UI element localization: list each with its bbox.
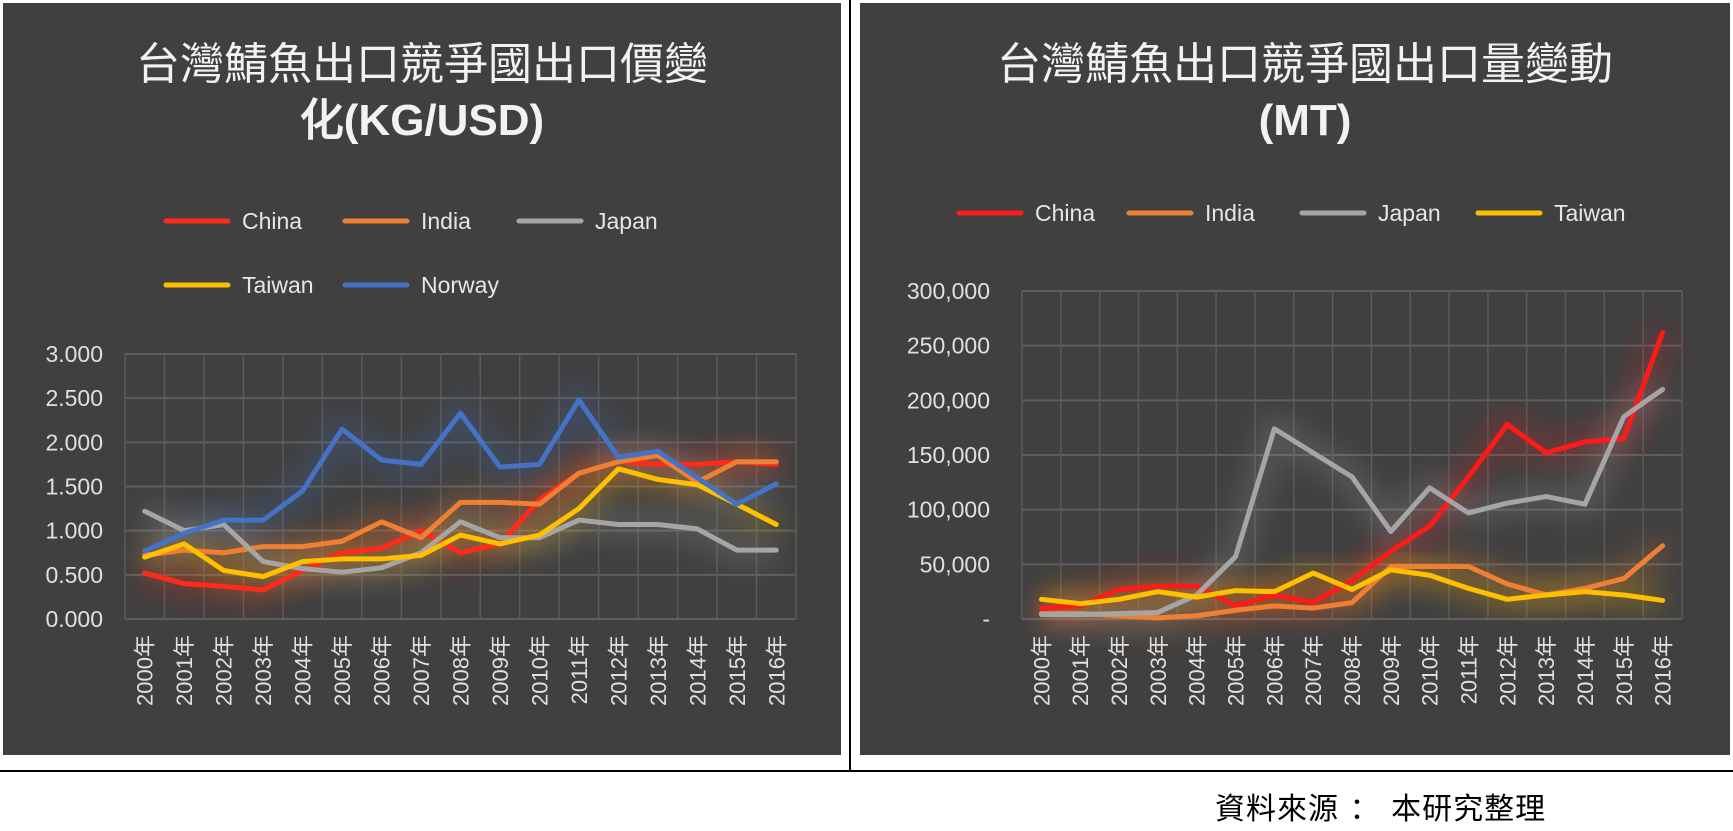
y-tick-label: 150,000 xyxy=(907,442,990,468)
y-tick-label: 2.500 xyxy=(45,385,103,411)
chart-title-line: 化(KG/USD) xyxy=(300,96,544,145)
divider-horizontal xyxy=(0,770,1733,772)
legend-label-china: China xyxy=(1035,200,1095,226)
y-tick-label: 250,000 xyxy=(907,333,990,359)
x-tick-label: 2004年 xyxy=(291,635,316,706)
x-tick-label: 2008年 xyxy=(449,635,474,706)
y-tick-label: 1.500 xyxy=(45,474,103,500)
y-tick-label: 3.000 xyxy=(45,341,103,367)
y-tick-label: 300,000 xyxy=(907,278,990,304)
x-tick-label: 2002年 xyxy=(1107,635,1132,706)
x-tick-label: 2006年 xyxy=(1262,635,1287,706)
x-tick-label: 2007年 xyxy=(409,635,434,706)
price-chart-panel: 台灣鯖魚出口競爭國出口價變 化(KG/USD) China India Japan Tai… xyxy=(3,3,841,755)
x-tick-label: 2005年 xyxy=(330,635,355,706)
y-tick-label: 100,000 xyxy=(907,497,990,523)
divider-vertical xyxy=(849,0,851,771)
x-tick-label: 2001年 xyxy=(1068,635,1093,706)
x-tick-label: 2008年 xyxy=(1340,635,1365,706)
x-tick-label: 2003年 xyxy=(1146,635,1171,706)
y-tick-label: 200,000 xyxy=(907,387,990,413)
legend-label-india: India xyxy=(421,208,471,234)
x-tick-label: 2016年 xyxy=(764,635,789,706)
legend-label-norway: Norway xyxy=(421,272,499,298)
chart-title-line: 台灣鯖魚出口競爭國出口價變 xyxy=(136,40,708,89)
x-tick-label: 2006年 xyxy=(370,635,395,706)
x-tick-label: 2014年 xyxy=(1573,635,1598,706)
x-tick-label: 2012年 xyxy=(1495,635,1520,706)
legend-label-india: India xyxy=(1205,200,1255,226)
x-tick-label: 2015年 xyxy=(1612,635,1637,706)
x-tick-label: 2012年 xyxy=(606,635,631,706)
x-tick-label: 2002年 xyxy=(212,635,237,706)
legend-label-taiwan: Taiwan xyxy=(242,272,314,298)
y-tick-label: 2.000 xyxy=(45,429,103,455)
volume-chart: 台灣鯖魚出口競爭國出口量變動 (MT) China India Japan Taiwan -… xyxy=(907,40,1683,706)
y-tick-label: 1.000 xyxy=(45,518,103,544)
x-tick-label: 2011年 xyxy=(567,635,592,704)
source-note: 資料來源 ： 本研究整理 xyxy=(1215,792,1547,827)
x-tick-label: 2000年 xyxy=(1029,635,1054,706)
x-tick-label: 2011年 xyxy=(1456,635,1481,704)
x-tick-label: 2016年 xyxy=(1651,635,1676,706)
x-tick-label: 2005年 xyxy=(1224,635,1249,706)
x-tick-label: 2014年 xyxy=(685,635,710,706)
x-tick-label: 2004年 xyxy=(1185,635,1210,706)
x-tick-label: 2015年 xyxy=(725,635,750,706)
x-tick-label: 2010年 xyxy=(1418,635,1443,706)
chart-title-line: (MT) xyxy=(1259,96,1352,145)
x-tick-label: 2010年 xyxy=(527,635,552,706)
volume-chart-panel: 台灣鯖魚出口競爭國出口量變動 (MT) China India Japan Taiwan -… xyxy=(860,3,1730,755)
x-tick-label: 2003年 xyxy=(251,635,276,706)
y-tick-label: 0.000 xyxy=(45,606,103,632)
x-tick-label: 2009年 xyxy=(488,635,513,706)
legend-label-china: China xyxy=(242,208,302,234)
x-tick-label: 2007年 xyxy=(1301,635,1326,706)
legend-label-japan: Japan xyxy=(595,208,658,234)
legend-label-taiwan: Taiwan xyxy=(1554,200,1626,226)
y-tick-label: - xyxy=(982,606,990,632)
x-tick-label: 2013年 xyxy=(1534,635,1559,706)
chart-title-line: 台灣鯖魚出口競爭國出口量變動 xyxy=(997,40,1613,89)
y-tick-label: 0.500 xyxy=(45,562,103,588)
x-tick-label: 2000年 xyxy=(133,635,158,706)
x-tick-label: 2009年 xyxy=(1379,635,1404,706)
x-tick-label: 2001年 xyxy=(172,635,197,706)
x-tick-label: 2013年 xyxy=(646,635,671,706)
y-tick-label: 50,000 xyxy=(920,551,990,577)
legend-label-japan: Japan xyxy=(1378,200,1441,226)
